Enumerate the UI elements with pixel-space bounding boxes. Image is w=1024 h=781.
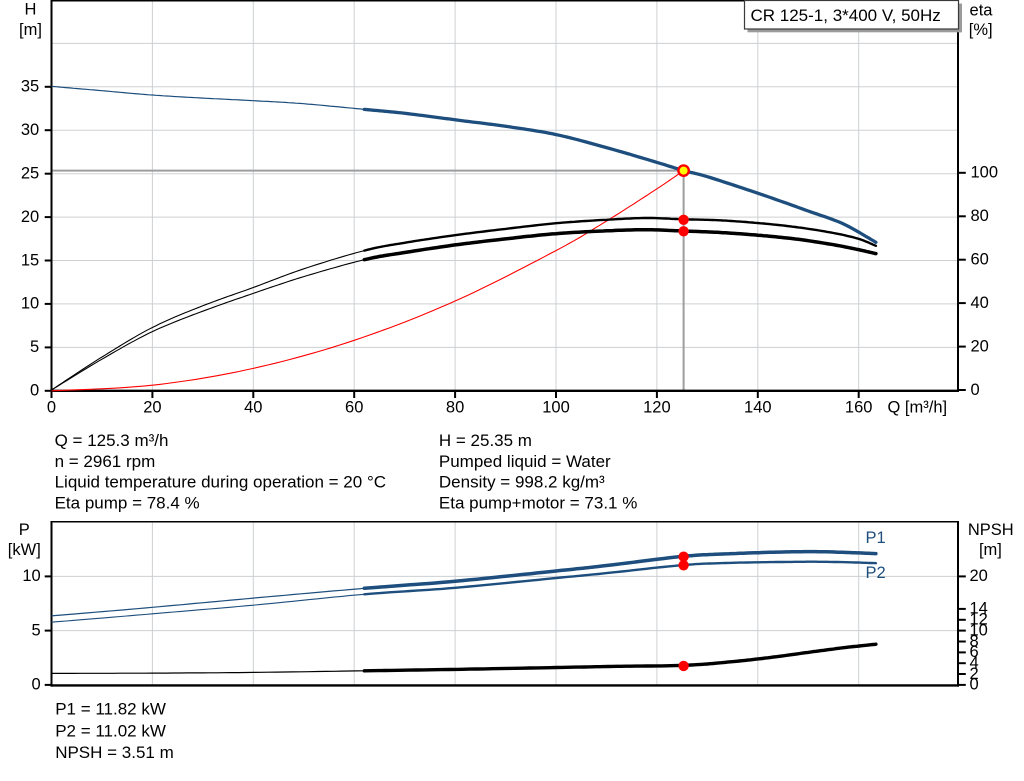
svg-text:80: 80 <box>971 207 989 225</box>
svg-text:0: 0 <box>47 399 56 417</box>
svg-text:[kW]: [kW] <box>8 541 41 559</box>
svg-text:14: 14 <box>970 600 988 618</box>
svg-text:[m]: [m] <box>979 541 1002 559</box>
svg-text:20: 20 <box>143 399 161 417</box>
svg-text:60: 60 <box>971 251 989 269</box>
svg-text:Eta pump+motor = 73.1 %: Eta pump+motor = 73.1 % <box>439 494 637 513</box>
svg-text:P1 = 11.82 kW: P1 = 11.82 kW <box>55 700 166 719</box>
svg-text:140: 140 <box>744 399 772 417</box>
svg-text:5: 5 <box>32 621 41 639</box>
svg-text:15: 15 <box>21 251 39 269</box>
svg-text:20: 20 <box>970 567 988 585</box>
svg-text:P2 = 11.02 kW: P2 = 11.02 kW <box>55 721 166 740</box>
svg-text:6: 6 <box>970 643 979 661</box>
svg-text:25: 25 <box>21 165 39 183</box>
svg-text:160: 160 <box>845 399 873 417</box>
svg-text:80: 80 <box>446 399 464 417</box>
svg-text:[%]: [%] <box>969 21 993 39</box>
svg-text:eta: eta <box>970 1 994 19</box>
svg-text:2: 2 <box>970 665 979 683</box>
svg-text:[m]: [m] <box>19 21 42 39</box>
svg-text:35: 35 <box>21 78 39 96</box>
svg-text:12: 12 <box>970 611 988 629</box>
svg-text:40: 40 <box>244 399 262 417</box>
svg-text:P1: P1 <box>866 529 886 547</box>
svg-text:Eta pump = 78.4 %: Eta pump = 78.4 % <box>55 494 200 513</box>
svg-text:Density = 998.2 kg/m³: Density = 998.2 kg/m³ <box>439 473 605 492</box>
svg-text:4: 4 <box>970 654 979 672</box>
svg-text:0: 0 <box>970 676 979 694</box>
svg-text:0: 0 <box>971 381 980 399</box>
svg-text:Q [m³/h]: Q [m³/h] <box>888 399 948 417</box>
svg-text:NPSH = 3.51 m: NPSH = 3.51 m <box>55 743 174 762</box>
svg-text:40: 40 <box>971 294 989 312</box>
svg-text:P2: P2 <box>866 564 886 582</box>
svg-text:8: 8 <box>970 632 979 650</box>
svg-text:Pumped liquid = Water: Pumped liquid = Water <box>439 452 611 471</box>
svg-text:30: 30 <box>21 121 39 139</box>
svg-text:Q = 125.3 m³/h: Q = 125.3 m³/h <box>55 431 169 450</box>
svg-text:H: H <box>25 1 37 19</box>
svg-text:Liquid temperature during oper: Liquid temperature during operation = 20… <box>55 473 386 492</box>
svg-text:CR 125-1, 3*400 V, 50Hz: CR 125-1, 3*400 V, 50Hz <box>751 6 941 25</box>
svg-text:100: 100 <box>542 399 570 417</box>
svg-text:10: 10 <box>21 295 39 313</box>
svg-text:10: 10 <box>970 621 988 639</box>
svg-text:H = 25.35 m: H = 25.35 m <box>439 431 532 450</box>
svg-text:10: 10 <box>22 567 40 585</box>
svg-text:120: 120 <box>643 399 671 417</box>
svg-text:P: P <box>19 521 30 539</box>
svg-text:20: 20 <box>21 208 39 226</box>
svg-text:100: 100 <box>971 164 999 182</box>
svg-text:n = 2961 rpm: n = 2961 rpm <box>55 452 156 471</box>
svg-text:0: 0 <box>32 676 41 694</box>
svg-text:20: 20 <box>971 337 989 355</box>
svg-text:5: 5 <box>30 338 39 356</box>
svg-text:NPSH: NPSH <box>968 521 1014 539</box>
svg-text:60: 60 <box>345 399 363 417</box>
svg-text:0: 0 <box>30 382 39 400</box>
